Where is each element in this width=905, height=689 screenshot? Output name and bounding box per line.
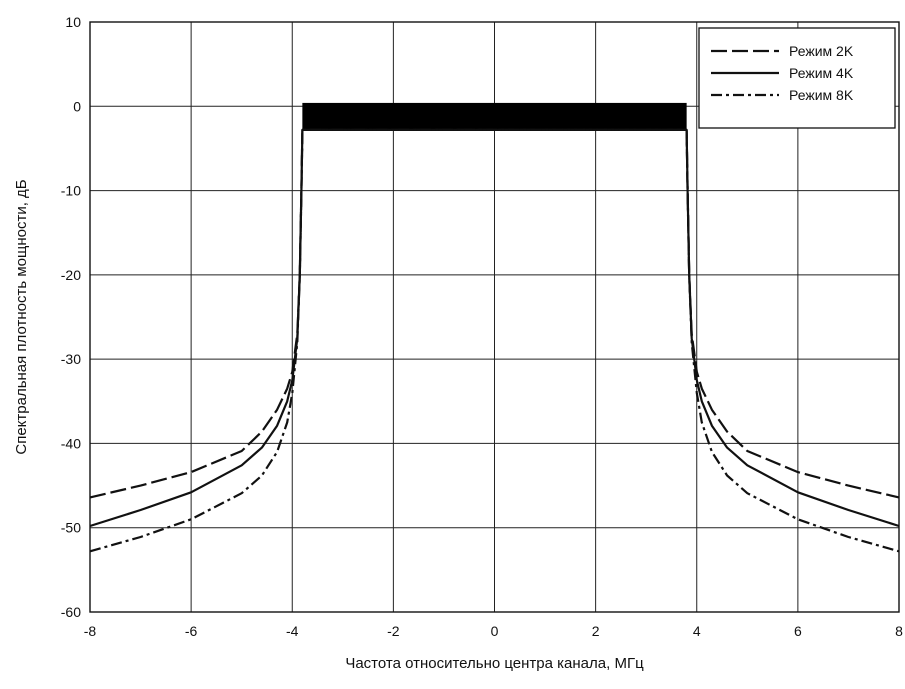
x-tick-label: -4 — [286, 623, 299, 639]
x-tick-label: -6 — [185, 623, 198, 639]
y-tick-label: 0 — [73, 98, 81, 114]
legend: Режим 2K Режим 4K Режим 8K — [698, 27, 896, 129]
legend-label-1: Режим 2K — [789, 43, 854, 59]
y-tick-label: -40 — [61, 435, 81, 451]
y-tick-label: -30 — [61, 351, 81, 367]
x-tick-labels: -8 -6 -4 -2 0 2 4 6 8 — [84, 623, 903, 639]
x-axis-label: Частота относительно центра канала, МГц — [345, 655, 644, 672]
y-tick-label: -50 — [61, 520, 81, 536]
y-axis-label: Спектральная плотность мощности, дБ — [13, 179, 30, 454]
y-tick-label: -20 — [61, 267, 81, 283]
y-tick-label: -60 — [61, 604, 81, 620]
x-tick-label: 4 — [693, 623, 701, 639]
x-tick-label: 8 — [895, 623, 903, 639]
x-tick-label: 2 — [592, 623, 600, 639]
x-tick-label: 0 — [491, 623, 499, 639]
plot-frame — [89, 21, 900, 613]
legend-label-2: Режим 4K — [789, 65, 854, 81]
x-tick-label: -8 — [84, 623, 97, 639]
series-line-3 — [89, 128, 900, 553]
x-tick-label: 6 — [794, 623, 802, 639]
y-tick-label: -10 — [61, 183, 81, 199]
series-lines — [89, 128, 900, 553]
in-band-region — [302, 102, 687, 130]
in-band-block — [302, 102, 687, 130]
x-tick-label: -2 — [387, 623, 400, 639]
legend-label-3: Режим 8K — [789, 87, 854, 103]
y-tick-label: 10 — [65, 14, 81, 30]
legend-box — [698, 27, 896, 129]
series-line-1 — [89, 128, 900, 499]
y-tick-labels: 10 0 -10 -20 -30 -40 -50 -60 — [61, 14, 81, 620]
